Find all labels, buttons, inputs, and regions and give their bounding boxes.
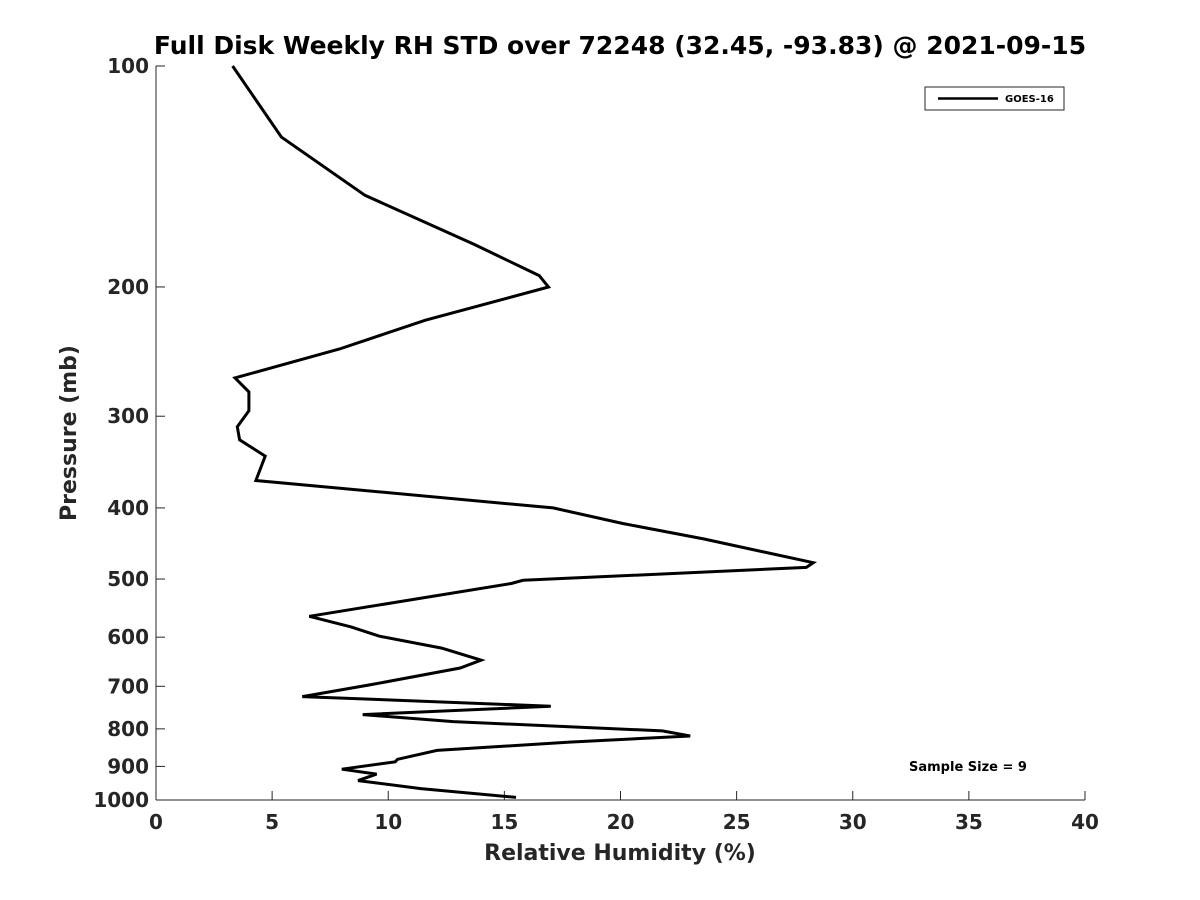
x-axis-ticks: 0 5 10 15 20 25 30 35 40 (149, 791, 1099, 834)
y-tick-label: 800 (107, 717, 149, 741)
y-tick-label: 100 (107, 54, 149, 78)
y-tick-label: 500 (107, 567, 149, 591)
y-axis-label: Pressure (mb) (57, 345, 82, 521)
y-tick-label: 1000 (93, 788, 149, 812)
y-tick-label: 300 (107, 404, 149, 428)
y-axis-ticks: 100 200 300 400 500 600 700 800 900 1000 (93, 54, 165, 812)
x-tick-label: 10 (374, 810, 402, 834)
x-tick-label: 15 (490, 810, 518, 834)
y-tick-label: 600 (107, 625, 149, 649)
x-tick-label: 20 (607, 810, 635, 834)
y-tick-label: 400 (107, 496, 149, 520)
x-tick-label: 40 (1071, 810, 1099, 834)
x-tick-label: 0 (149, 810, 163, 834)
x-tick-label: 5 (265, 810, 279, 834)
y-tick-label: 700 (107, 674, 149, 698)
legend: GOES-16 (924, 86, 1065, 111)
y-tick-label: 900 (107, 754, 149, 778)
sample-size-annotation: Sample Size = 9 (909, 760, 1027, 775)
x-axis-label: Relative Humidity (%) (484, 841, 756, 866)
x-tick-label: 30 (839, 810, 867, 834)
series-line-goes-16 (231, 65, 818, 799)
legend-label-goes-16: GOES-16 (1005, 94, 1054, 105)
y-tick-label: 200 (107, 275, 149, 299)
chart-title: Full Disk Weekly RH STD over 72248 (32.4… (154, 31, 1086, 60)
series-layer (231, 65, 818, 799)
x-tick-label: 35 (955, 810, 983, 834)
x-tick-label: 25 (723, 810, 751, 834)
axes (155, 66, 1085, 801)
